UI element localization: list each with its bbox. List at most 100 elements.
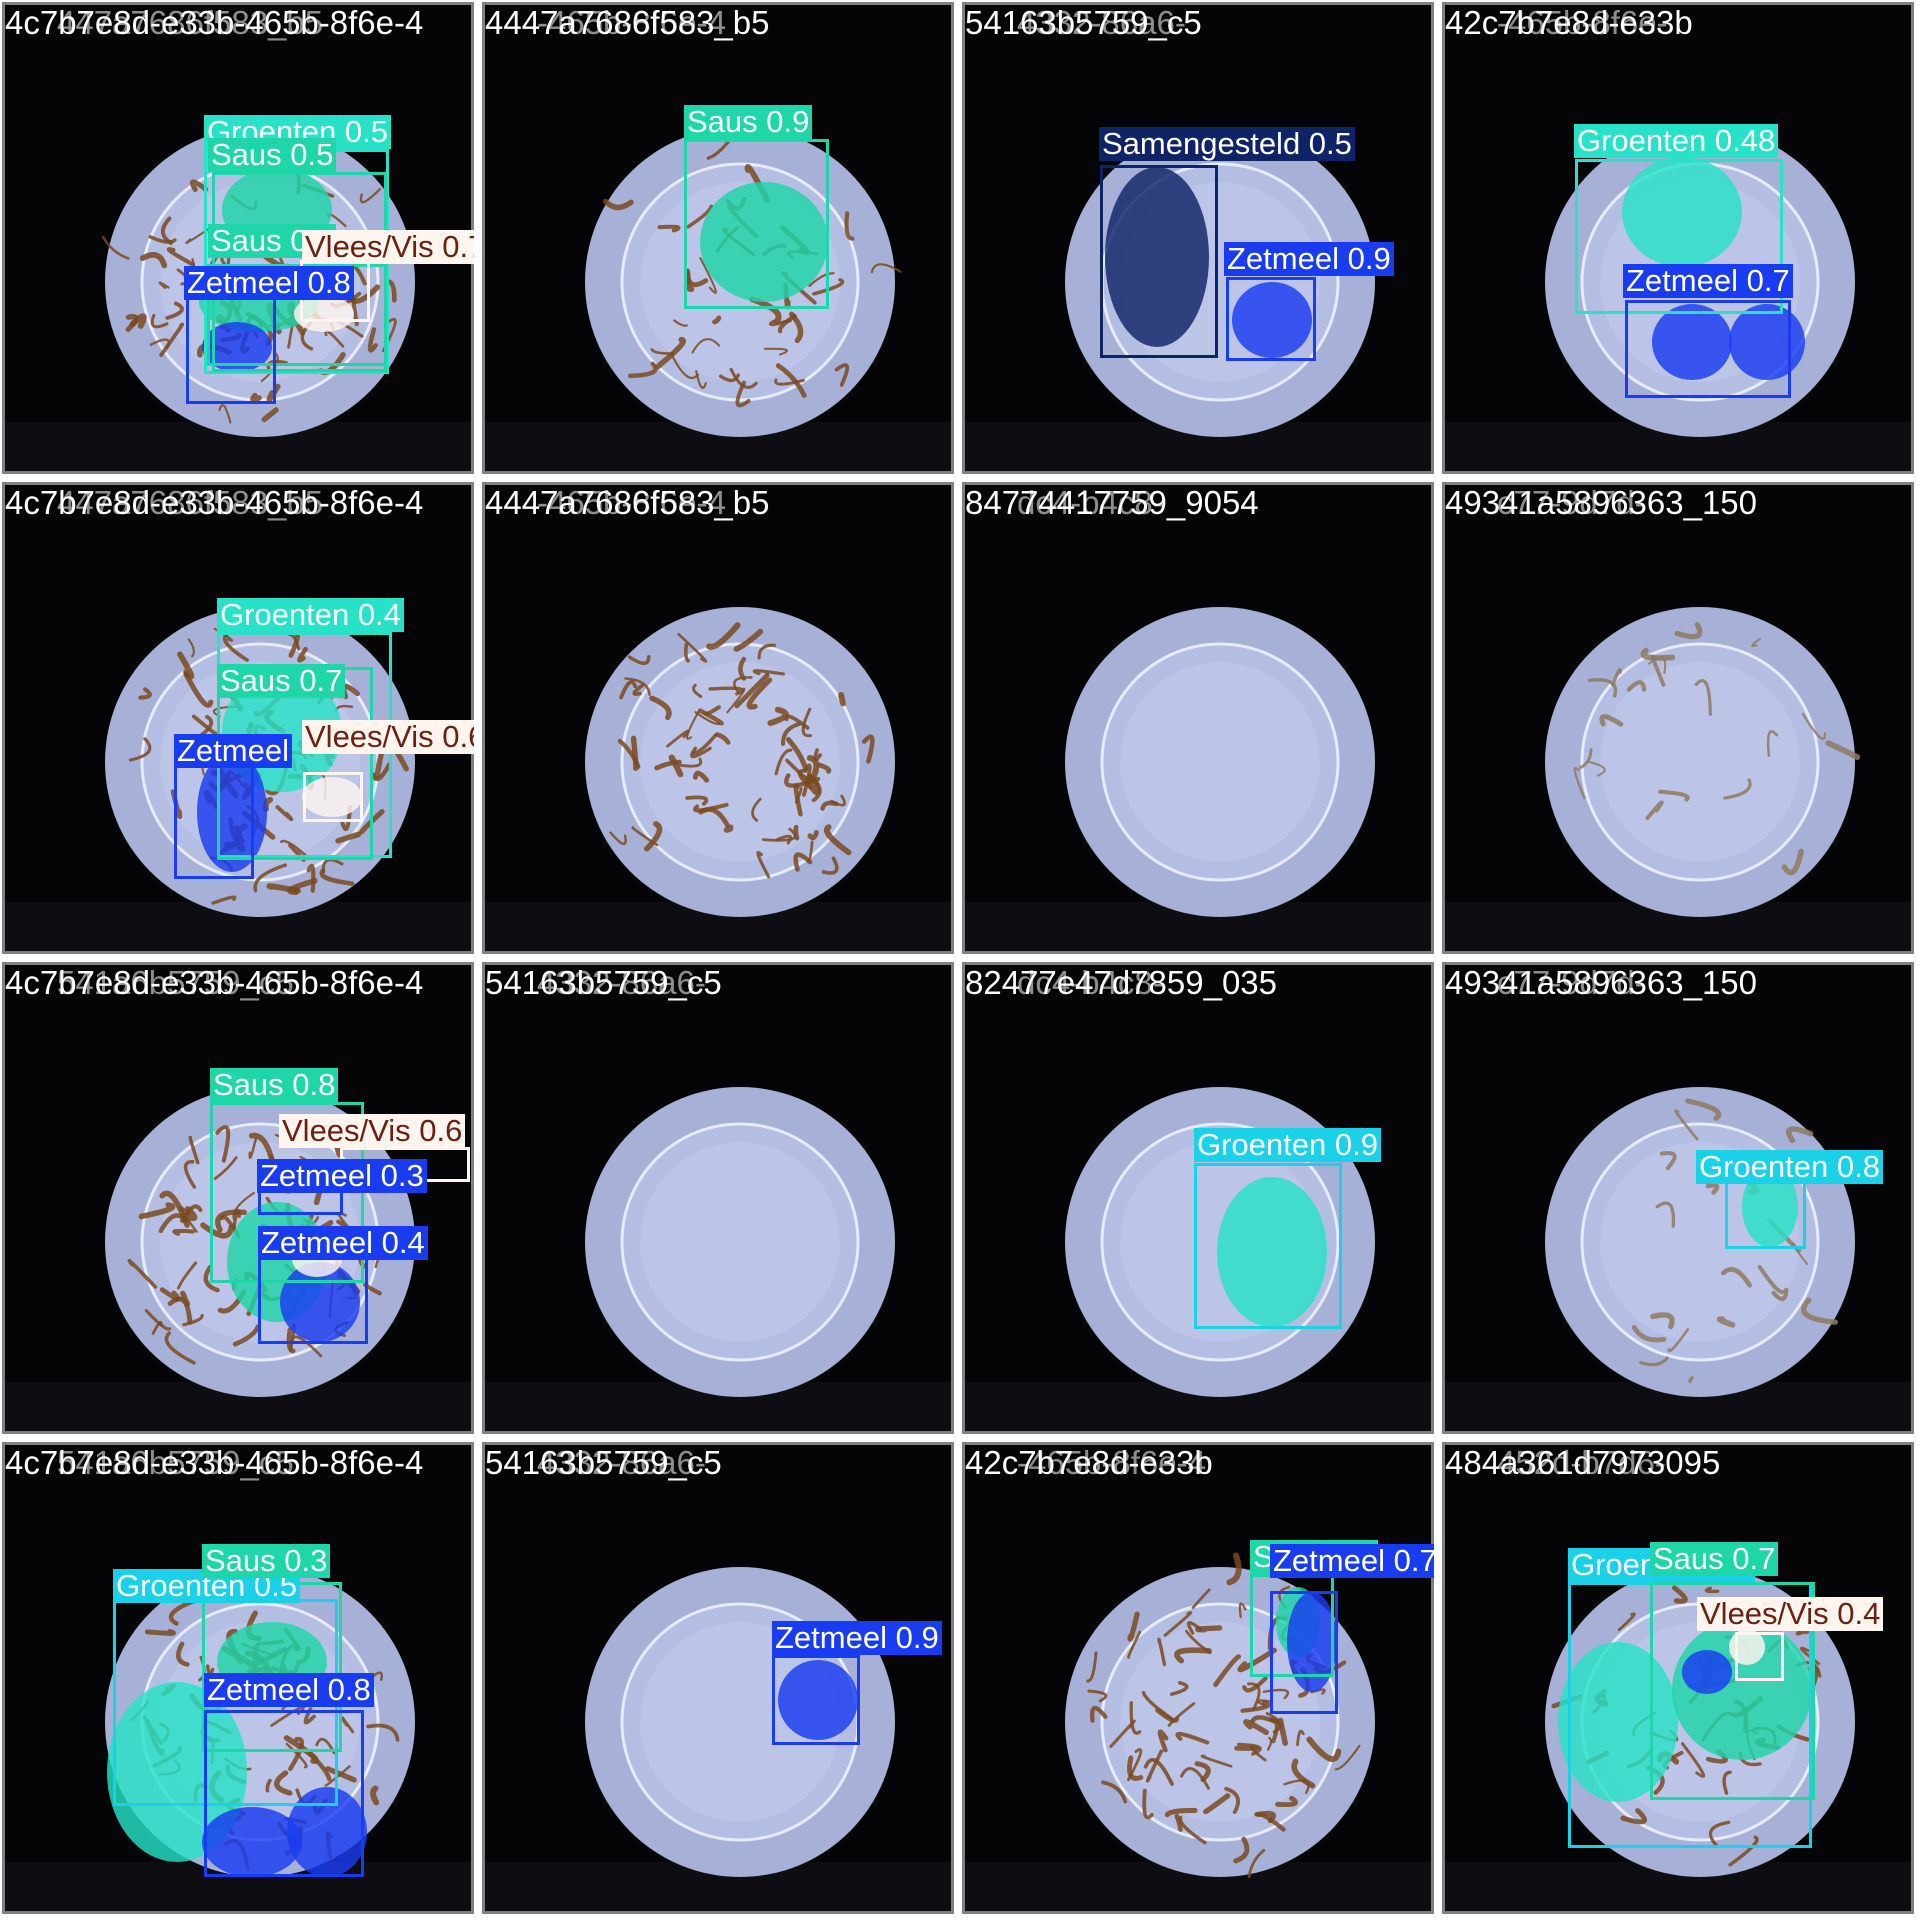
- detection-label: Samengesteld 0.5: [1099, 127, 1355, 161]
- tile-11: 82477e47d7859_035 dc4-b4c8- Groenten 0.9: [962, 962, 1434, 1434]
- detection-label: Groenten 0.9: [1194, 1128, 1381, 1162]
- food-mask: [287, 1787, 367, 1877]
- tile-title: 49341a5896363_150: [1445, 484, 1758, 521]
- tile-title: 484a361d7973095: [1445, 1444, 1721, 1481]
- detection-label: Saus 0.3: [202, 1544, 331, 1578]
- detection-label: Zetmeel 0.9: [772, 1621, 942, 1655]
- detection-label: Groenten 0.48: [1574, 124, 1779, 158]
- plate-photo: [485, 5, 951, 471]
- tile-title: c77-9d7d-: [1497, 484, 1646, 521]
- detection-label: Groenten 0.4: [217, 598, 404, 632]
- detection-box: [204, 1710, 364, 1877]
- tile-title: 84774417759_9054: [965, 484, 1259, 521]
- tile-title: 42c7b7e8d-e33b: [965, 1444, 1213, 1481]
- tile-title: -465b-8f6e-: [1497, 4, 1668, 41]
- tile-4: 42c7b7e8d-e33b -465b-8f6e- Groenten 0.48 Ze…: [1442, 2, 1914, 474]
- food-mask: [302, 777, 362, 817]
- tile-13: 4c7b7e8d-e33b-465b-8f6e-4 541a6b5759_c5 Gr…: [2, 1442, 474, 1914]
- detection-label: Zetmeel 0.4: [258, 1226, 428, 1260]
- plate-photo: [965, 5, 1431, 471]
- food-mask: [294, 296, 354, 332]
- tile-title: 4447a7686f583_b5: [485, 4, 770, 41]
- tile-5: 4c7b7e8d-e33b-465b-8f6e-4 447a7686f583_b5…: [2, 482, 474, 954]
- detection-box: [1650, 1582, 1815, 1800]
- tile-10: 54163b5759_c5 4332-86a6-: [482, 962, 954, 1434]
- food-mask: [1558, 1642, 1678, 1802]
- detection-label: Zetmeel 0.7: [1623, 264, 1793, 298]
- food-mask: [1729, 1629, 1765, 1665]
- detection-label: Vlees/Vis 0.4: [1697, 1597, 1884, 1631]
- tile-9: 4c7b7e8d-e33b-465b-8f6e-4 541a6b5759_c5 Sa…: [2, 962, 474, 1434]
- food-mask: [1742, 1167, 1798, 1247]
- detection-label: Zetmeel 0.9: [1224, 242, 1394, 276]
- food-mask: [1105, 167, 1209, 347]
- detection-box: [258, 1246, 368, 1344]
- food-mask: [202, 322, 272, 372]
- tile-title: -465b-8f6e-4: [537, 484, 726, 521]
- plate-photo: [1445, 485, 1911, 951]
- plate-photo: [485, 1445, 951, 1911]
- tile-title: 4332-86a6-: [537, 1444, 706, 1481]
- tile-title: dc4-b4c8-: [1017, 484, 1164, 521]
- food-mask: [1729, 304, 1805, 380]
- detection-label: Saus 0.7: [217, 664, 346, 698]
- tile-6: 4447a7686f583_b5 -465b-8f6e-4: [482, 482, 954, 954]
- tile-title: 4332-86a6-: [1017, 4, 1186, 41]
- detection-label: Zetmeel 0.3: [257, 1159, 427, 1193]
- tile-title: 4c7b7e8d-e33b-465b-8f6e-4: [5, 964, 424, 1001]
- tile-title: -465b-8f6e-4: [537, 4, 726, 41]
- tile-title: 452d-b7d6-: [1497, 1444, 1666, 1481]
- tile-title: 4c7b7e8d-e33b-465b-8f6e-4: [5, 484, 424, 521]
- detection-label: Saus 0.9: [684, 105, 813, 139]
- food-mask: [1622, 157, 1742, 267]
- detection-box: [1735, 1632, 1784, 1681]
- tile-title: 49341a5896363_150: [1445, 964, 1758, 1001]
- detection-box: [1575, 159, 1783, 314]
- tile-title: c77-9d7d-: [1497, 964, 1646, 1001]
- detection-box: [207, 264, 387, 366]
- tile-7: 84774417759_9054 dc4-b4c8-: [962, 482, 1434, 954]
- detection-label: Zetmeel 0.7: [1270, 1544, 1434, 1578]
- plate-photo: [965, 485, 1431, 951]
- detection-label: Zetmeel: [174, 734, 292, 768]
- tile-14: 54163b5759_c5 4332-86a6- Zetmeel 0.9: [482, 1442, 954, 1914]
- plate-photo: [485, 965, 951, 1431]
- detection-box: [1270, 1591, 1338, 1714]
- tile-title: 4447a7686f583_b5: [485, 484, 770, 521]
- detection-box: [1226, 277, 1316, 361]
- detection-label: Saus 0.8: [210, 1068, 339, 1102]
- detection-label: Vlees/Vis 0.7: [302, 230, 474, 264]
- food-mask: [202, 1807, 302, 1877]
- detection-label: Vlees/Vis 0.6: [279, 1114, 466, 1148]
- tile-3: 54163b5759_c5 4332-86a6- Samengesteld 0.5 Z…: [962, 2, 1434, 474]
- tile-2: 4447a7686f583_b5 -465b-8f6e-4 Saus 0.9: [482, 2, 954, 474]
- food-mask: [197, 752, 267, 872]
- detection-box: [303, 772, 363, 822]
- detection-label: Saus 0.5: [208, 138, 337, 172]
- tile-title: 447a7686f583_b5: [57, 484, 324, 521]
- detection-box: [772, 1655, 860, 1745]
- detection-label: Groenten 0.8: [1696, 1150, 1883, 1184]
- food-mask: [1682, 1650, 1732, 1694]
- tile-title: 4c7b7e8d-e33b-465b-8f6e-4: [5, 4, 424, 41]
- tile-1: 4c7b7e8d-e33b-465b-8f6e-4 447a7686f583_b5…: [2, 2, 474, 474]
- detection-box: [684, 139, 829, 309]
- tile-title: -465b-8f6e-4: [1017, 1444, 1206, 1481]
- tile-title: 54163b5759_c5: [485, 964, 722, 1001]
- food-mask: [778, 1660, 858, 1740]
- food-mask: [1217, 1177, 1327, 1327]
- food-mask: [700, 182, 828, 302]
- tile-title: 42c7b7e8d-e33b: [1445, 4, 1693, 41]
- tile-title: 447a7686f583_b5: [57, 4, 324, 41]
- detection-box: [1194, 1163, 1342, 1329]
- food-mask: [1232, 282, 1312, 358]
- tile-title: 4332-86a6-: [537, 964, 706, 1001]
- detection-box: [1100, 165, 1218, 358]
- tile-title: 541a6b5759_c5: [57, 964, 294, 1001]
- detection-box: [1625, 300, 1791, 398]
- tile-8: 49341a5896363_150 c77-9d7d-: [1442, 482, 1914, 954]
- tile-title: 54163b5759_c5: [965, 4, 1202, 41]
- detection-label: Saus 0.7: [1650, 1542, 1779, 1576]
